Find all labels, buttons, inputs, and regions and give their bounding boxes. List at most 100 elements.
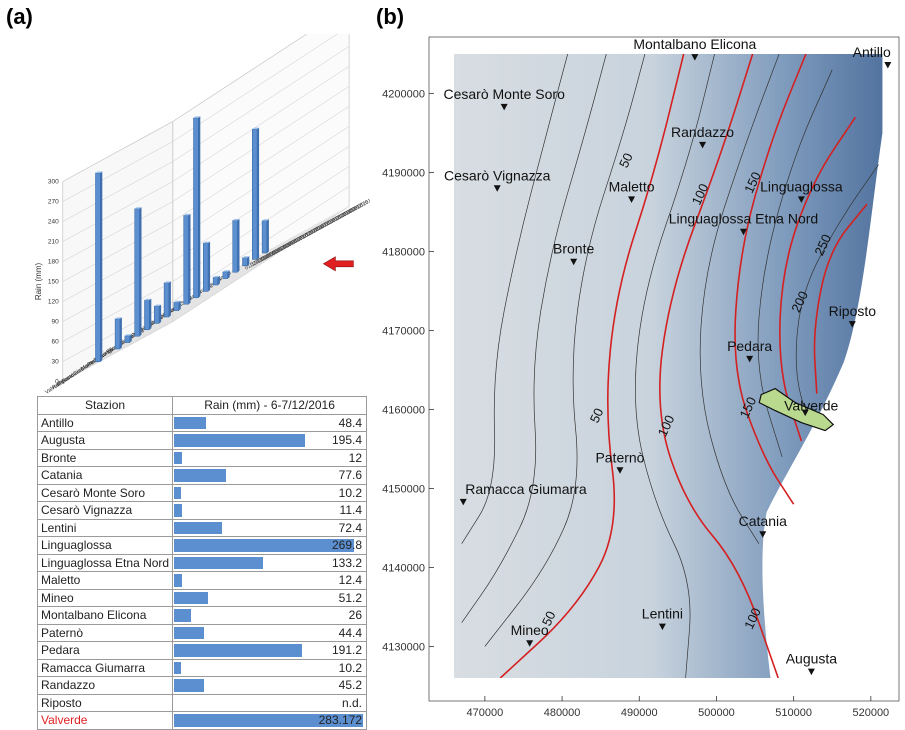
station-marker xyxy=(699,141,707,149)
floor-line xyxy=(72,314,183,376)
station-name: Pedara xyxy=(36,641,174,660)
station-marker xyxy=(526,640,534,647)
bar-top xyxy=(222,270,230,272)
y-axis-label: Rain (mm) xyxy=(34,263,43,301)
bar-top xyxy=(173,300,181,303)
rain-value-cell: 12.4 xyxy=(172,571,367,590)
y-tick-label: 4170000 xyxy=(382,325,425,337)
station-name: Linguaglossa Etna Nord xyxy=(36,553,174,572)
bar-front xyxy=(193,117,199,299)
station-marker xyxy=(691,54,699,61)
rain-databar xyxy=(174,451,183,464)
station-marker xyxy=(500,103,508,111)
station-name: Augusta xyxy=(36,431,174,450)
bar-augusta xyxy=(252,127,260,260)
station-name: Linguaglossa xyxy=(36,536,174,555)
station-label: Valverde xyxy=(784,398,838,414)
station-name: Lentini xyxy=(36,518,174,537)
header-rain: Rain (mm) - 6-7/12/2016 xyxy=(172,396,367,415)
rain-databar xyxy=(174,644,302,657)
contour-major xyxy=(813,203,868,394)
station-label: Catania xyxy=(739,513,787,529)
bar-front xyxy=(203,242,209,292)
rain-value-cell: 72.4 xyxy=(172,518,367,537)
station-marker xyxy=(801,409,809,417)
rain-databar xyxy=(174,556,264,569)
bar-side xyxy=(119,317,122,349)
station-label: Mineo xyxy=(511,622,549,638)
y-tick-label: 150 xyxy=(48,279,59,286)
rain-value: 283.172 xyxy=(318,713,362,728)
table-row: Augusta 195.4 xyxy=(36,431,367,450)
station-name: Randazzo xyxy=(36,676,174,695)
table-row: Maletto 12.4 xyxy=(36,571,367,590)
y-tick-label: 180 xyxy=(48,259,59,266)
bar-top xyxy=(183,213,191,216)
y-tick-label: 210 xyxy=(48,239,59,246)
bar-maletto xyxy=(173,300,181,311)
station-label: Maletto xyxy=(609,178,655,194)
rain-value-cell: 11.4 xyxy=(172,501,367,520)
rain-value: 51.2 xyxy=(338,590,362,605)
contour-minor xyxy=(699,54,780,544)
rain-databar xyxy=(174,504,182,517)
highlight-arrow xyxy=(322,256,354,272)
y-tick-label: 4130000 xyxy=(382,641,425,653)
bar-top xyxy=(134,207,142,209)
station-label: Pedara xyxy=(727,338,772,354)
bar-front xyxy=(154,305,160,324)
rain-table: Stazion Rain (mm) - 6-7/12/2016 Antillo 4… xyxy=(36,396,367,730)
contour-minor xyxy=(757,69,833,457)
table-header-row: Stazion Rain (mm) - 6-7/12/2016 xyxy=(36,396,367,415)
x-tick-label: 500000 xyxy=(698,707,735,719)
station-name: Bronte xyxy=(36,448,174,467)
y-tick-label: 300 xyxy=(48,179,59,186)
bar-side xyxy=(129,334,132,343)
station-label: Randazzo xyxy=(671,124,734,140)
y-tick-label: 4160000 xyxy=(382,404,425,416)
bar-side xyxy=(198,116,201,298)
y-tick-label: 4190000 xyxy=(382,167,425,179)
contour-major xyxy=(779,116,857,442)
rain-value-cell: 10.2 xyxy=(172,483,367,502)
station-label: Paternò xyxy=(595,449,644,465)
rain-value-cell: n.d. xyxy=(172,693,367,712)
chart-grid xyxy=(62,34,350,383)
rain-value: 133.2 xyxy=(331,555,362,570)
y-tick-label: 4180000 xyxy=(382,246,425,258)
station-name: Montalbano Elicona xyxy=(36,606,174,625)
station-marker xyxy=(759,531,767,538)
rain-databar xyxy=(174,434,305,447)
sea xyxy=(762,54,894,678)
bar-side xyxy=(168,281,171,317)
x-tick-label: 480000 xyxy=(544,707,581,719)
contour-minor xyxy=(461,54,569,544)
bar-front xyxy=(144,299,150,331)
rain-databar xyxy=(174,539,355,552)
bar-pedara xyxy=(134,207,142,337)
table-row: Riposto n.d. xyxy=(36,693,367,712)
station-name: Cesarò Monte Soro xyxy=(36,483,174,502)
bar-front xyxy=(173,302,179,311)
bar-front xyxy=(95,172,101,363)
station-label: Lentini xyxy=(642,606,683,622)
rain-value: 72.4 xyxy=(338,520,362,535)
table-row: Valverde 283.172 xyxy=(36,711,367,730)
bar-mineo xyxy=(163,281,171,318)
x-tick-label: 470000 xyxy=(467,707,504,719)
rain-databar xyxy=(174,609,192,622)
x-tick-label: 490000 xyxy=(621,707,658,719)
station-label: Linguaglossa xyxy=(760,178,843,194)
rain-value-cell: 51.2 xyxy=(172,588,367,607)
map-area xyxy=(454,54,894,678)
bar-side xyxy=(159,304,162,324)
bar-top xyxy=(144,298,152,301)
y-tick-label: 120 xyxy=(48,299,59,306)
table-row: Catania 77.6 xyxy=(36,466,367,485)
bar-cesar-vignazza xyxy=(212,275,220,286)
table-row: Antillo 48.4 xyxy=(36,413,367,432)
contour-major xyxy=(659,54,779,678)
contour-label: 50 xyxy=(539,609,559,628)
